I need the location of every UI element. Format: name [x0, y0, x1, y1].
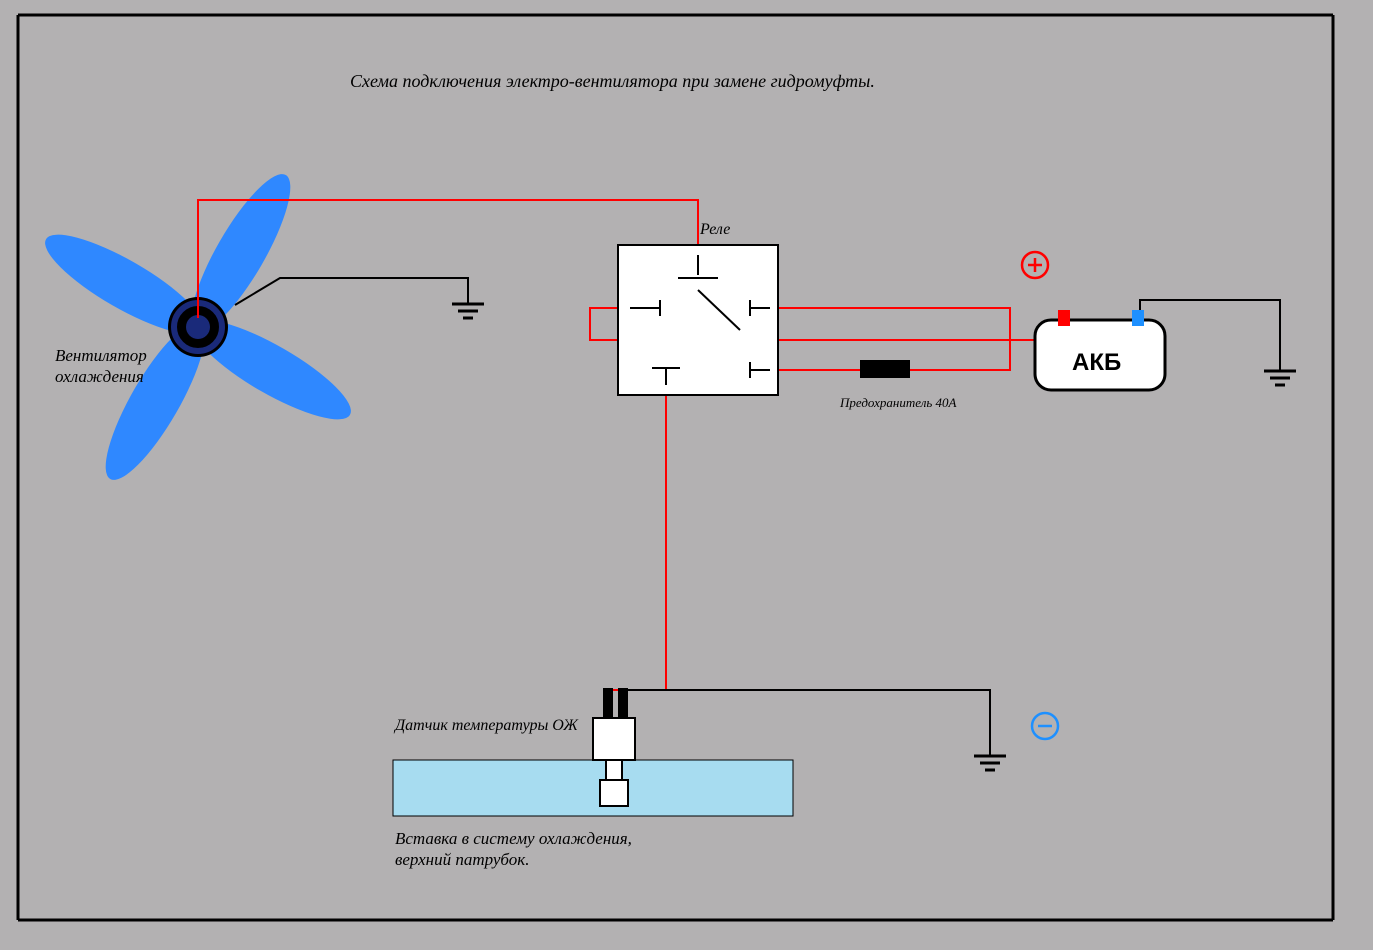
wire-black	[625, 690, 990, 740]
ground-icon	[1264, 355, 1296, 385]
relay-label: Реле	[700, 220, 730, 240]
minus-icon	[1032, 713, 1058, 739]
sensor-label: Датчик температуры ОЖ	[395, 716, 578, 736]
coolant-pipe	[393, 760, 793, 816]
ground-icon	[974, 740, 1006, 770]
fan-label: Вентилятор охлаждения	[55, 345, 147, 388]
wire-red	[608, 395, 666, 690]
battery-label: АКБ	[1072, 348, 1121, 378]
ground-icon	[452, 288, 484, 318]
relay-icon	[618, 245, 778, 395]
wire-red	[778, 308, 1010, 340]
plus-icon	[1022, 252, 1048, 278]
fuse-icon	[860, 360, 910, 378]
wire-black	[235, 278, 468, 305]
fuse-label: Предохранитель 40А	[840, 395, 956, 411]
pipe-label: Вставка в систему охлаждения, верхний па…	[395, 828, 632, 871]
temp-sensor-icon	[593, 688, 635, 806]
diagram-title: Схема подключения электро-вентилятора пр…	[350, 70, 875, 93]
wire-red	[910, 340, 1010, 370]
